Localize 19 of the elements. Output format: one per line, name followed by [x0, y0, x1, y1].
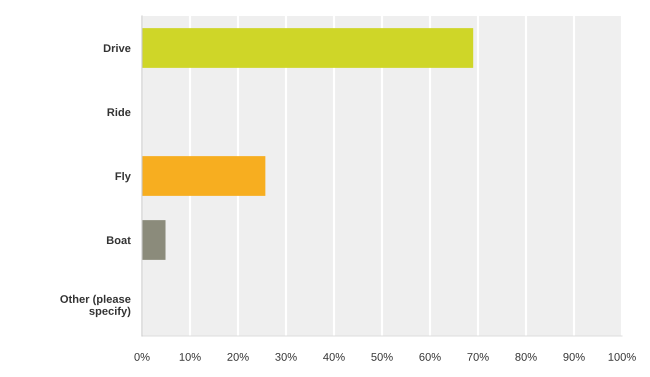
y-tick-label: Fly — [116, 172, 131, 182]
bar — [142, 28, 474, 68]
x-tick-label: 80% — [515, 352, 537, 361]
y-tick-label: Boat — [106, 236, 131, 244]
bar — [142, 220, 166, 260]
x-tick-label: 10% — [180, 352, 201, 361]
bar — [142, 156, 266, 196]
x-tick-label: 60% — [419, 352, 441, 361]
y-tick-label: Drive — [104, 44, 131, 52]
x-tick-label: 100% — [608, 352, 636, 361]
x-tick-label: 50% — [371, 352, 393, 361]
y-tick-label: Ride — [108, 108, 131, 116]
x-tick-label: 20% — [227, 352, 249, 361]
x-tick-label: 40% — [323, 352, 345, 361]
x-tick-label: 70% — [467, 352, 489, 361]
x-tick-label: 30% — [275, 352, 297, 361]
x-tick-label: 0% — [134, 352, 150, 361]
y-tick-label: Other (please specify) — [60, 294, 131, 318]
x-tick-label: 90% — [563, 352, 585, 361]
